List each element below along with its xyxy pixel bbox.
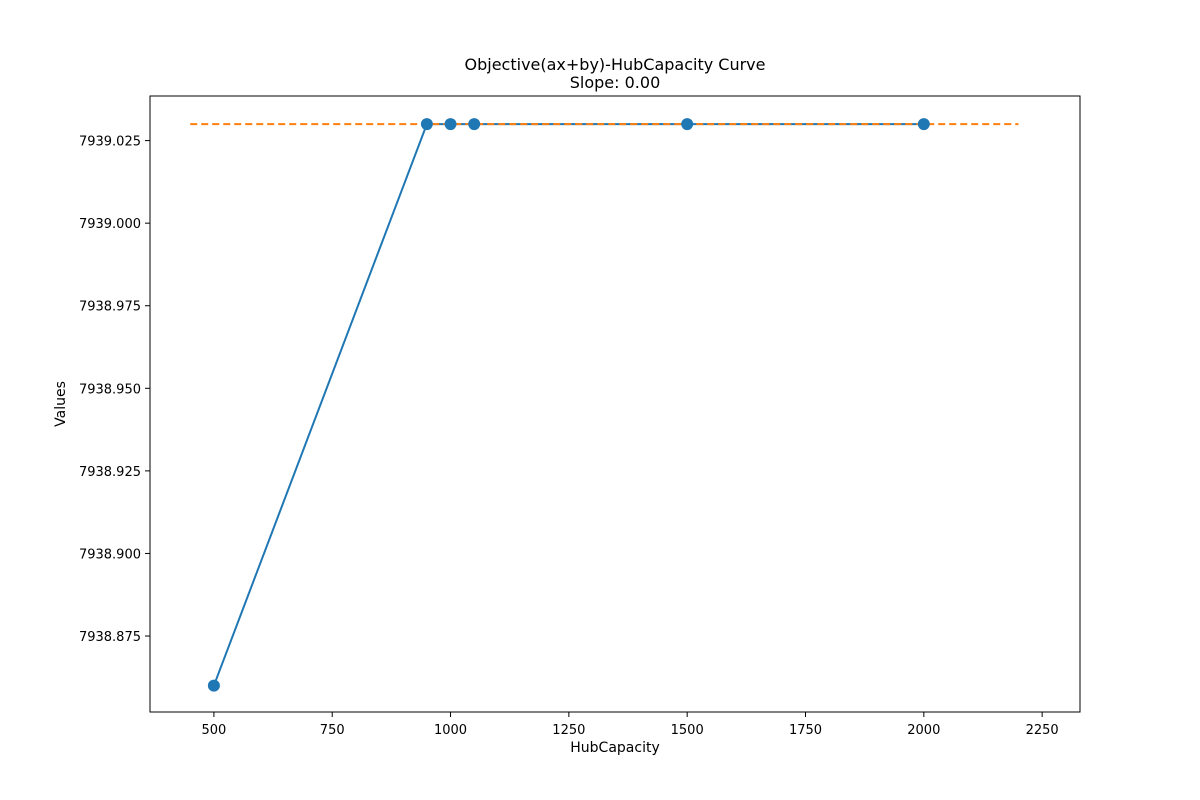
series-line-0 [212,123,924,686]
x-axis-label: HubCapacity [570,740,659,756]
x-tick-label: 750 [320,723,345,738]
data-point [468,118,481,131]
x-axis: 500 750 1000 1250 1500 1750 2000 2250 [201,712,1059,738]
y-axis: 7938.875 7938.900 7938.925 7938.950 7938.975… [79,135,150,645]
data-point [917,118,930,131]
y-tick-label: 7939.025 [79,135,141,150]
y-tick-label: 7938.875 [79,630,141,645]
x-tick-label: 2000 [907,723,940,738]
x-tick-label: 2250 [1026,723,1059,738]
x-tick-label: 1500 [671,723,704,738]
data-point [420,118,433,131]
x-tick-label: 1750 [789,723,822,738]
plot-area [190,118,1019,692]
y-tick-label: 7938.900 [79,547,141,562]
data-point [681,118,694,131]
x-tick-label: 1000 [434,723,467,738]
chart-title: Objective(ax+by)-HubCapacity Curve [465,55,766,74]
y-tick-label: 7938.975 [79,300,141,315]
plot-frame [149,95,1081,713]
y-tick-label: 7938.950 [79,382,141,397]
x-tick-label: 1250 [552,723,585,738]
data-point [444,118,457,131]
x-tick-label: 500 [201,723,226,738]
y-tick-label: 7938.925 [79,465,141,480]
y-axis-label: Values [53,381,69,427]
data-point [207,679,220,692]
chart-subtitle: Slope: 0.00 [570,73,661,92]
y-tick-label: 7939.000 [79,217,141,232]
